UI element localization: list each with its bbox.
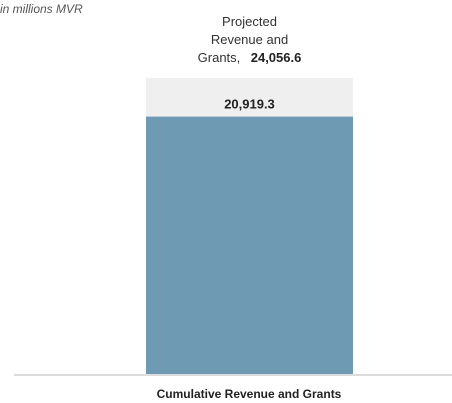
projected-value-label: 24,056.6 [251, 50, 302, 65]
unit-note: in millions MVR [0, 2, 83, 16]
bar-value-label: 20,919.3 [224, 97, 275, 112]
bar-group [146, 78, 353, 375]
x-category-label: Cumulative Revenue and Grants [157, 387, 342, 401]
projected-label-prefix: Grants, [198, 50, 241, 65]
actual-bar [146, 116, 353, 375]
projected-label-line-1: Projected [222, 14, 277, 29]
projected-label-line-2: Revenue and [211, 32, 288, 47]
projected-label-line-3: Grants, 24,056.6 [198, 49, 302, 66]
